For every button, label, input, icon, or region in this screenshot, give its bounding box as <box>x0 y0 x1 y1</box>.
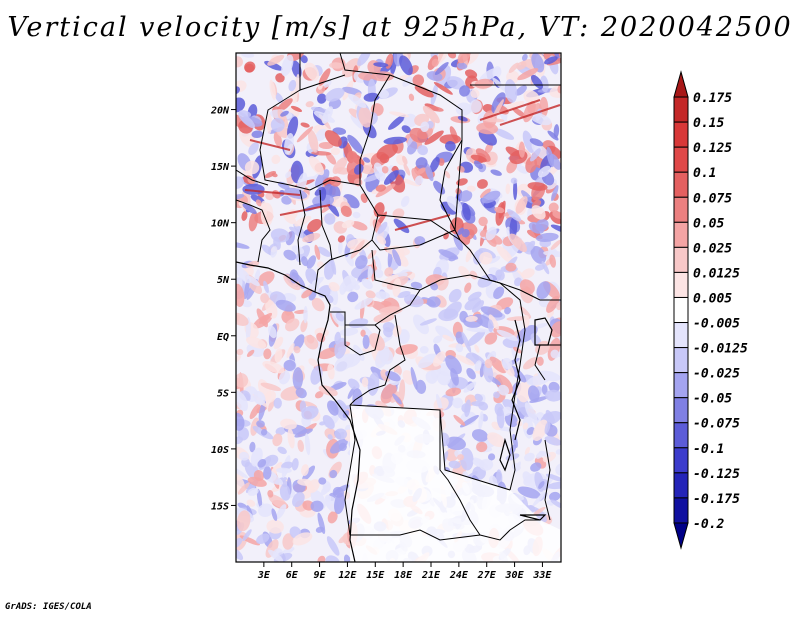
colorbar-label: 0.125 <box>693 141 732 156</box>
colorbar-cap-bottom <box>673 522 689 550</box>
x-tick-label: 3E <box>257 570 271 581</box>
colorbar-segment <box>673 322 689 349</box>
colorbar-segment <box>673 196 689 223</box>
y-tick-label: 10S <box>211 445 229 456</box>
colorbar-label: -0.1 <box>693 442 724 457</box>
colorbar-cap-top <box>673 70 689 98</box>
colorbar-label: -0.05 <box>693 392 732 407</box>
map-frame <box>235 52 562 563</box>
coastline <box>236 261 553 562</box>
y-tick-label: 15N <box>211 162 230 173</box>
colorbar-label: -0.125 <box>693 467 740 482</box>
colorbar-label: -0.005 <box>693 317 740 332</box>
colorbar-segment <box>673 246 689 273</box>
y-tick-label: EQ <box>217 332 229 343</box>
y-axis: 20N 15N 10N 5N EQ 5S 10S 15S <box>210 106 236 512</box>
colorbar-segment <box>673 447 689 474</box>
y-tick-label: 20N <box>210 106 230 117</box>
colorbar-label: -0.175 <box>693 492 740 507</box>
colorbar-segment <box>673 171 689 198</box>
colorbar-label: -0.0125 <box>693 342 748 357</box>
y-tick-label: 5N <box>217 275 230 286</box>
colorbar-segment <box>673 372 689 399</box>
colorbar-segment <box>673 296 689 324</box>
colorbar-segment <box>673 221 689 248</box>
colorbar-segment <box>673 472 689 499</box>
colorbar-segment <box>673 347 689 374</box>
figure-title: Vertical velocity [m/s] at 925hPa, VT: 2… <box>7 12 793 43</box>
colorbar-label: 0.1 <box>693 166 716 181</box>
grads-credit: GrADS: IGES/COLA <box>5 602 92 612</box>
colorbar-label: 0.075 <box>693 191 732 206</box>
x-axis: 3E 6E 9E 12E 15E 18E 21E 24E 27E 30E 33E <box>257 562 552 581</box>
x-tick-label: 12E <box>338 570 357 581</box>
colorbar-label: -0.2 <box>693 517 724 532</box>
x-tick-label: 6E <box>286 570 299 581</box>
x-tick-label: 18E <box>394 570 413 581</box>
y-tick-label: 10N <box>211 219 230 230</box>
colorbar-segment <box>673 96 689 123</box>
x-tick-label: 21E <box>421 570 441 581</box>
x-tick-label: 27E <box>477 570 497 581</box>
colorbar-label: -0.075 <box>693 417 740 432</box>
colorbar-segment <box>673 422 689 449</box>
colorbar-label: 0.025 <box>693 241 732 256</box>
velocity-field <box>236 53 561 562</box>
colorbar-segment <box>673 497 689 524</box>
x-tick-label: 15E <box>366 570 385 581</box>
colorbar-label: 0.05 <box>693 216 724 231</box>
colorbar-label: -0.025 <box>693 367 740 382</box>
colorbar-label: 0.175 <box>693 91 732 106</box>
colorbar-segment <box>673 271 689 298</box>
country-borders <box>236 53 561 541</box>
colorbar-segment <box>673 397 689 424</box>
y-tick-label: 5S <box>217 388 229 399</box>
x-tick-label: 30E <box>505 570 525 581</box>
colorbar-segment <box>673 146 689 173</box>
colorbar: 0.175 0.15 0.125 0.1 0.075 0.05 0.025 0.0125 0.0… <box>673 70 748 550</box>
colorbar-segment <box>673 121 689 148</box>
colorbar-label: 0.0125 <box>693 266 740 281</box>
y-tick-label: 15S <box>211 501 229 512</box>
colorbar-label: 0.15 <box>693 116 724 131</box>
x-tick-label: 33E <box>532 570 552 581</box>
x-tick-label: 9E <box>314 570 327 581</box>
colorbar-label: 0.005 <box>693 291 732 306</box>
x-tick-label: 24E <box>449 570 469 581</box>
